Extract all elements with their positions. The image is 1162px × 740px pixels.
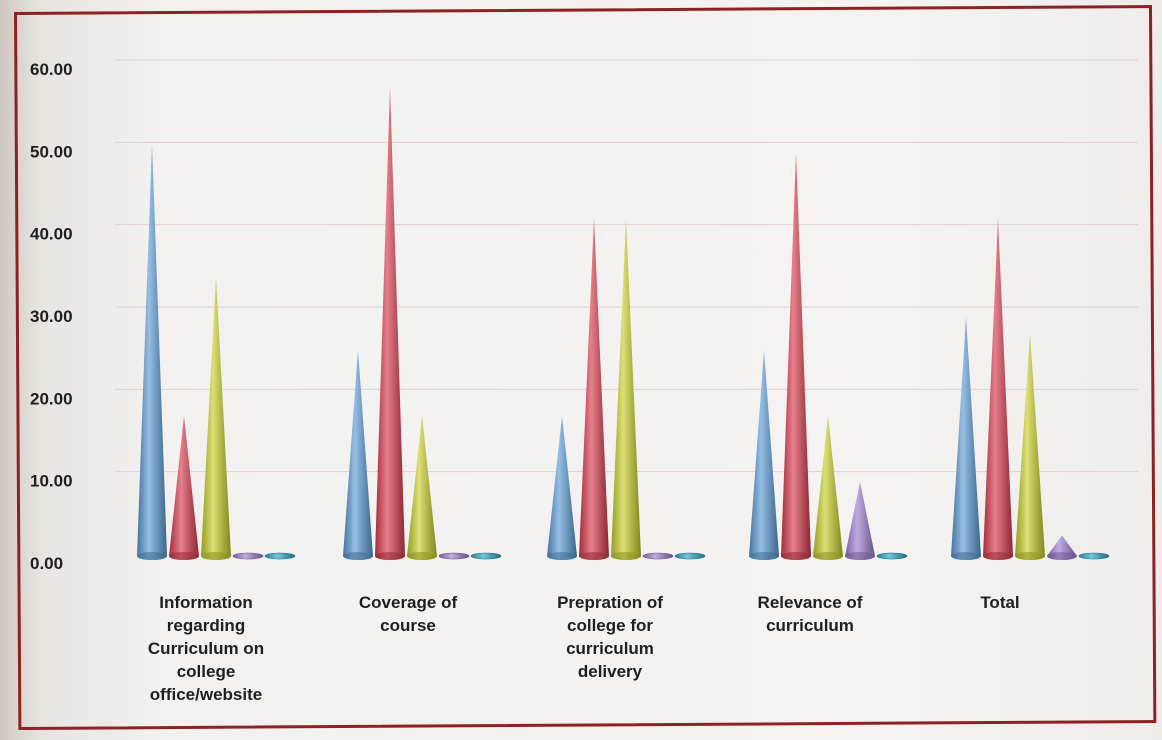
x-axis-labels: Information regarding Curriculum on college… [148, 593, 1020, 704]
y-axis-ticks: 0.00 10.00 20.00 30.00 40.00 50.00 60.00 [30, 60, 73, 573]
y-tick-label: 0.00 [30, 554, 63, 573]
cone-mark [876, 552, 908, 560]
cone-mark [642, 552, 674, 560]
cone-mark [1047, 535, 1077, 560]
cone-mark [470, 552, 502, 560]
cone-mark [781, 152, 811, 561]
cone-mark [579, 218, 609, 560]
cone-mark [201, 276, 231, 560]
x-category-label: Prepration of college for curriculum delive… [557, 593, 663, 681]
cone-mark [983, 218, 1013, 560]
y-tick-label: 40.00 [30, 225, 73, 244]
cones [137, 86, 1110, 561]
cone-mark [674, 552, 706, 560]
cone-mark [951, 317, 981, 560]
cone-mark [407, 416, 437, 560]
cone-mark [611, 218, 641, 560]
cone-mark [137, 144, 167, 561]
y-tick-label: 30.00 [30, 307, 73, 326]
x-category-label: Total [980, 593, 1019, 612]
x-category-label: Information regarding Curriculum on college… [148, 593, 264, 704]
cone-mark [169, 416, 199, 560]
cone-mark [813, 416, 843, 560]
cone-mark [547, 416, 577, 560]
cone-mark [438, 552, 470, 560]
cone-mark [264, 552, 296, 560]
cone-mark [343, 350, 373, 560]
y-tick-label: 10.00 [30, 472, 73, 491]
x-category-label: Relevance of curriculum [758, 593, 863, 635]
x-category-label: Coverage of course [359, 593, 458, 635]
cone-mark [232, 552, 264, 560]
y-tick-label: 60.00 [30, 60, 73, 79]
cone-mark [1078, 552, 1110, 560]
cone-mark [375, 86, 405, 560]
cone-mark [1015, 333, 1045, 560]
y-tick-label: 20.00 [30, 389, 73, 408]
cone-mark [845, 481, 875, 560]
y-tick-label: 50.00 [30, 142, 73, 161]
cone-mark [749, 350, 779, 560]
